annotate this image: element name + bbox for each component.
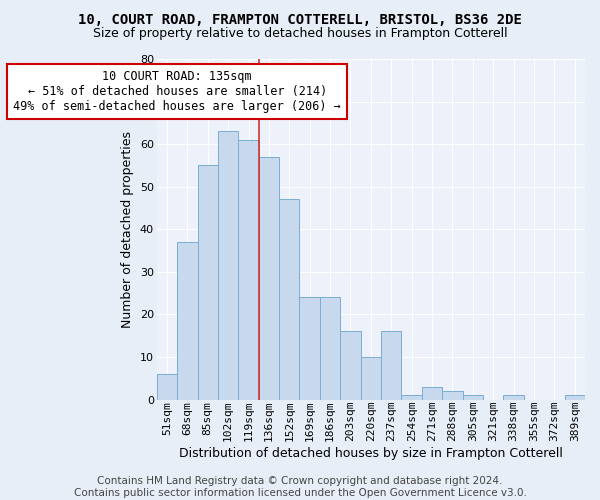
Text: Contains HM Land Registry data © Crown copyright and database right 2024.
Contai: Contains HM Land Registry data © Crown c… (74, 476, 526, 498)
Y-axis label: Number of detached properties: Number of detached properties (121, 131, 134, 328)
Bar (157, 374, 177, 400)
Bar (381, 332, 401, 400)
Bar (299, 298, 320, 400)
Bar (177, 242, 197, 400)
Bar (565, 396, 585, 400)
Bar (218, 132, 238, 400)
Bar (340, 332, 361, 400)
Bar (279, 200, 299, 400)
Text: Size of property relative to detached houses in Frampton Cotterell: Size of property relative to detached ho… (92, 28, 508, 40)
Bar (503, 396, 524, 400)
Text: 10 COURT ROAD: 135sqm
← 51% of detached houses are smaller (214)
49% of semi-det: 10 COURT ROAD: 135sqm ← 51% of detached … (13, 70, 341, 112)
Bar (422, 387, 442, 400)
X-axis label: Distribution of detached houses by size in Frampton Cotterell: Distribution of detached houses by size … (179, 447, 563, 460)
Bar (361, 357, 381, 400)
Bar (259, 157, 279, 400)
Bar (238, 140, 259, 400)
Bar (197, 166, 218, 400)
Bar (401, 396, 422, 400)
Text: 10, COURT ROAD, FRAMPTON COTTERELL, BRISTOL, BS36 2DE: 10, COURT ROAD, FRAMPTON COTTERELL, BRIS… (78, 12, 522, 26)
Bar (463, 396, 483, 400)
Bar (442, 391, 463, 400)
Bar (320, 298, 340, 400)
